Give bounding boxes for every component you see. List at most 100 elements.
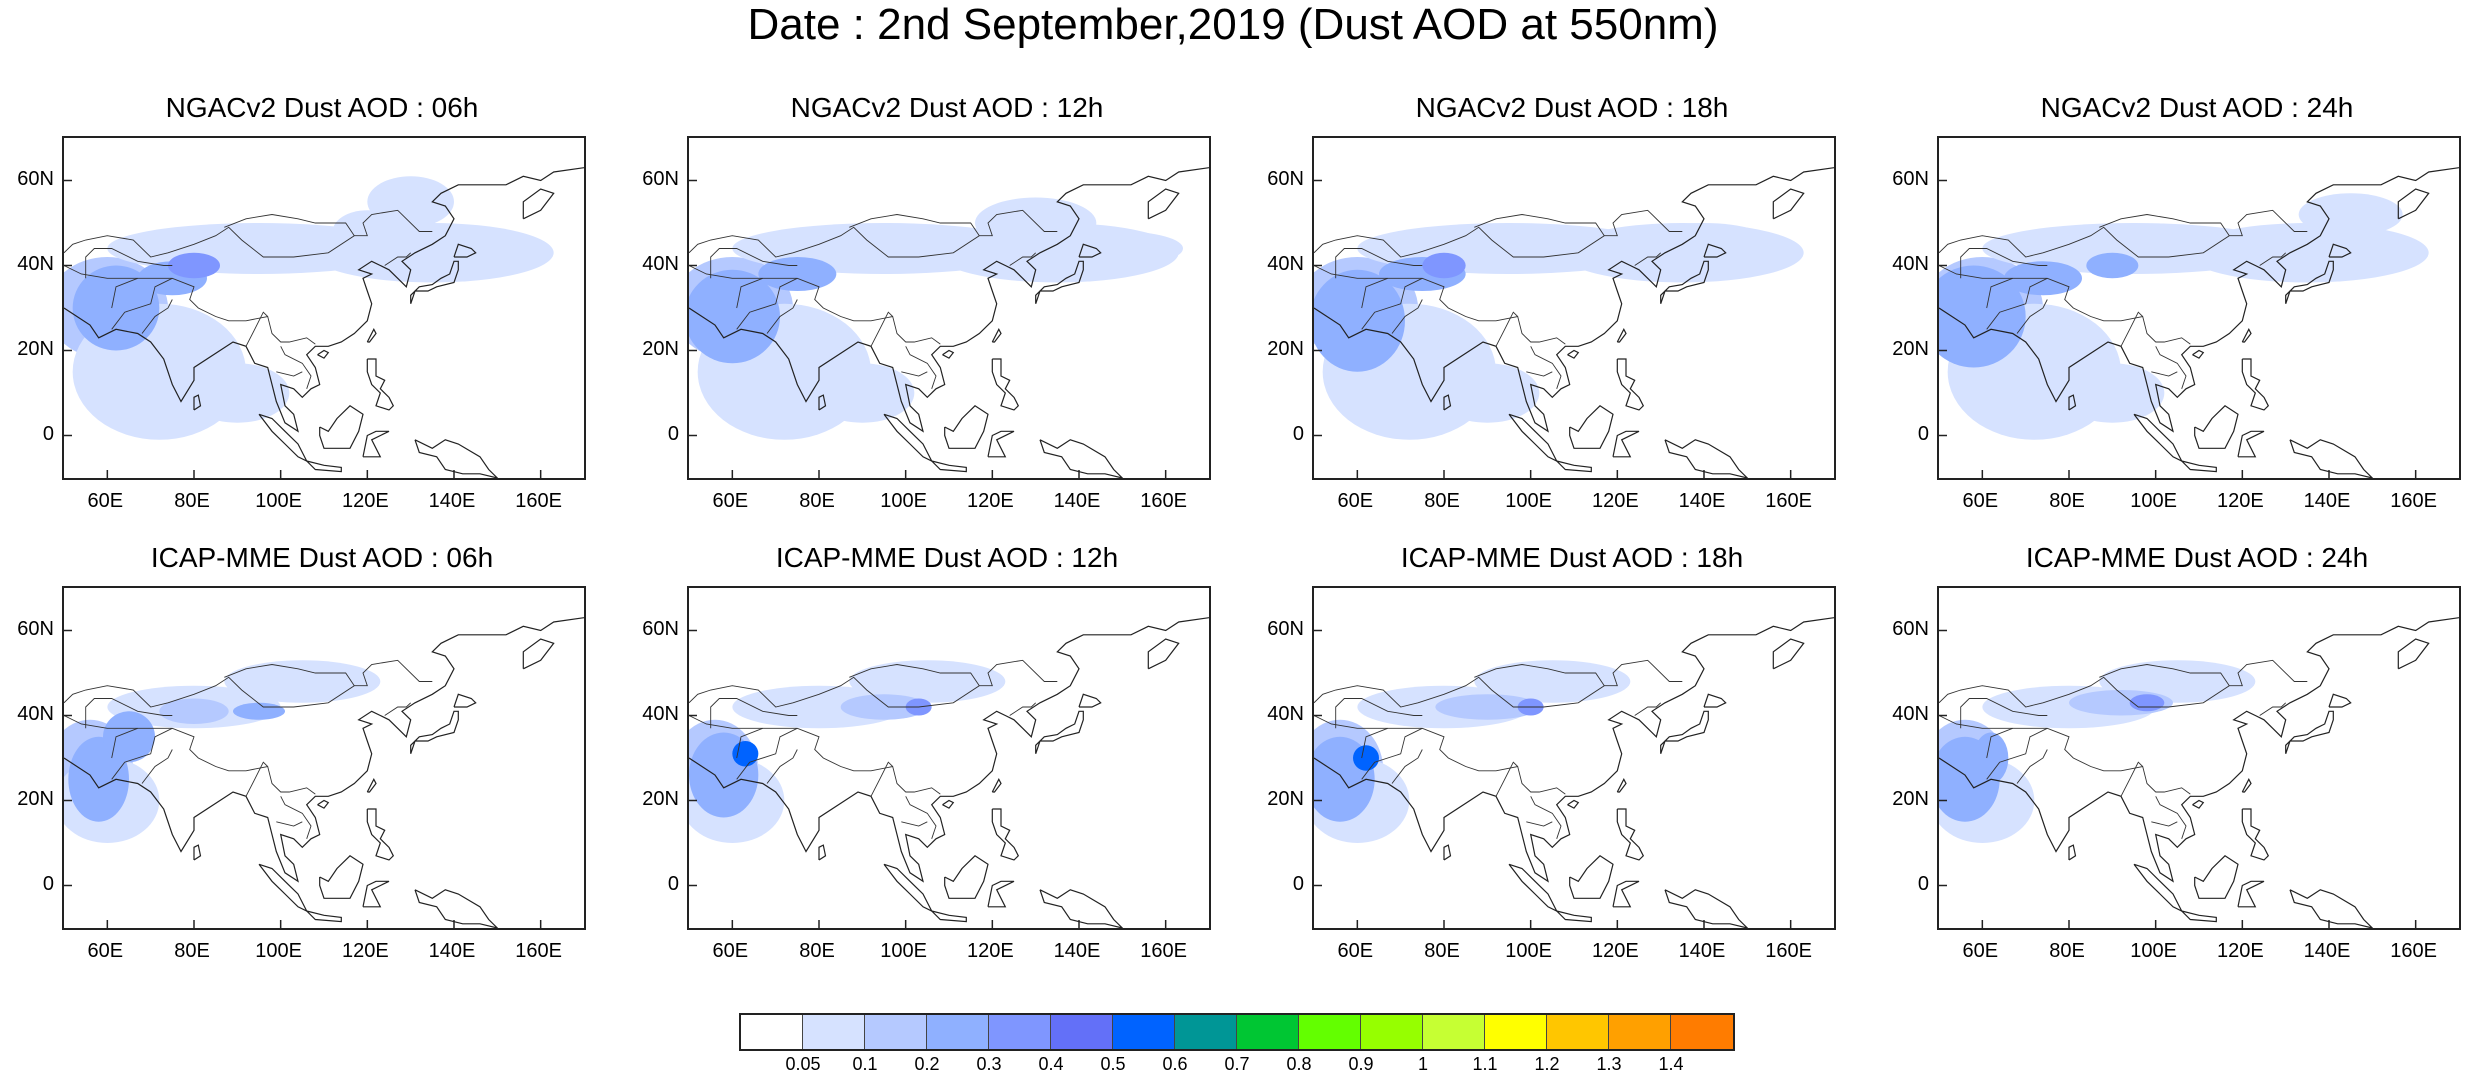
dust-region: [332, 210, 403, 253]
coastline: [1616, 808, 1645, 861]
panel-title: NGACv2 Dust AOD : 24h: [2040, 92, 2354, 123]
country-border: [1530, 346, 1562, 389]
country-border: [710, 698, 798, 729]
coastline: [2192, 349, 2205, 359]
country-border: [141, 299, 173, 334]
colorbar-swatch: [1113, 1015, 1175, 1049]
coastline: [944, 405, 989, 449]
colorbar-swatch: [1299, 1015, 1361, 1049]
lon-tick-label: 80E: [799, 490, 835, 512]
colorbar-label: 0.7: [1224, 1054, 1250, 1074]
lat-tick-label: 20N: [1892, 337, 1929, 360]
coastline: [689, 167, 1209, 433]
dust-region: [1973, 732, 2009, 784]
coastline: [1147, 188, 1180, 220]
coastline: [991, 777, 1002, 793]
lon-tick-label: 160E: [515, 490, 563, 512]
coastline: [2285, 710, 2334, 754]
dust-map: [1939, 617, 2459, 928]
lat-tick-label: 60N: [1892, 617, 1929, 640]
lon-tick-label: 100E: [2130, 490, 2178, 512]
dust-region: [224, 660, 381, 703]
country-border: [141, 749, 173, 784]
colorbar: [739, 1013, 1735, 1051]
lat-tick-label: 40N: [1267, 252, 1304, 275]
dust-region: [1474, 660, 1631, 703]
country-border: [2151, 821, 2178, 827]
lon-tick-label: 140E: [1053, 490, 1101, 512]
country-border: [1474, 664, 1605, 686]
country-border: [689, 265, 941, 345]
coastline: [1616, 777, 1627, 793]
coastline: [362, 880, 390, 908]
colorbar-swatch: [1423, 1015, 1485, 1049]
dust-region: [810, 363, 915, 423]
country-border: [1530, 796, 1562, 839]
country-border: [1391, 299, 1423, 334]
lat-tick-label: 20N: [642, 787, 679, 810]
coastline: [1078, 243, 1102, 258]
lon-tick-label: 120E: [1591, 940, 1639, 962]
coastline: [2241, 808, 2270, 861]
colorbar-label: 0.5: [1100, 1054, 1126, 1074]
dust-region: [1634, 223, 1774, 266]
lon-tick-label: 120E: [966, 940, 1014, 962]
coastline: [64, 167, 584, 433]
coastline: [2181, 460, 2217, 473]
lat-tick-label: 20N: [1267, 337, 1304, 360]
country-border: [736, 277, 798, 330]
country-border: [1335, 248, 1423, 279]
dust-region: [689, 269, 780, 364]
dust-region: [68, 736, 129, 822]
country-border: [870, 761, 894, 797]
country-border: [766, 299, 798, 334]
coastline: [991, 808, 1020, 861]
lon-tick-label: 60E: [1962, 490, 1999, 512]
coastline: [522, 638, 555, 670]
panel-title: ICAP-MME Dust AOD : 18h: [1400, 542, 1744, 573]
coastline: [2241, 358, 2270, 411]
country-border: [766, 749, 798, 784]
country-border: [1495, 311, 1519, 347]
colorbar-swatch: [803, 1015, 865, 1049]
country-border: [1634, 702, 1662, 716]
panel-title: ICAP-MME Dust AOD : 06h: [150, 542, 494, 573]
country-border: [1986, 727, 2048, 780]
coastline: [883, 863, 934, 913]
panel-title: ICAP-MME Dust AOD : 24h: [2025, 542, 2369, 573]
colorbar-swatch: [1237, 1015, 1299, 1049]
country-border: [736, 727, 763, 759]
coastline: [1660, 260, 1709, 304]
coastline: [317, 799, 330, 809]
coastline: [1314, 617, 1834, 883]
coastline: [1314, 167, 1834, 433]
coastline: [410, 260, 459, 304]
lon-tick-label: 80E: [174, 940, 210, 962]
colorbar-label: 0.05: [785, 1054, 821, 1074]
lon-tick-label: 80E: [174, 490, 210, 512]
coastline: [319, 855, 364, 899]
coastline: [366, 327, 377, 343]
lat-tick-label: 60N: [1267, 167, 1304, 190]
coastline: [1147, 638, 1180, 670]
coastline: [1772, 188, 1805, 220]
dust-region: [1435, 363, 1540, 423]
colorbar-swatch: [1485, 1015, 1547, 1049]
lat-tick-label: 60N: [642, 617, 679, 640]
colorbar-swatch: [989, 1015, 1051, 1049]
coastline: [258, 863, 309, 913]
coastline: [1612, 430, 1640, 458]
country-border: [64, 209, 433, 258]
coastline: [818, 844, 827, 861]
colorbar-swatch: [1051, 1015, 1113, 1049]
country-border: [2151, 371, 2178, 377]
lon-tick-label: 100E: [1505, 490, 1553, 512]
coastline: [1703, 243, 1727, 258]
lon-tick-label: 160E: [1140, 490, 1188, 512]
country-border: [849, 214, 980, 236]
coastline: [1556, 910, 1592, 923]
coastline: [2133, 863, 2184, 913]
lon-tick-label: 60E: [712, 490, 749, 512]
country-border: [689, 209, 1058, 258]
lat-tick-label: 20N: [17, 787, 54, 810]
